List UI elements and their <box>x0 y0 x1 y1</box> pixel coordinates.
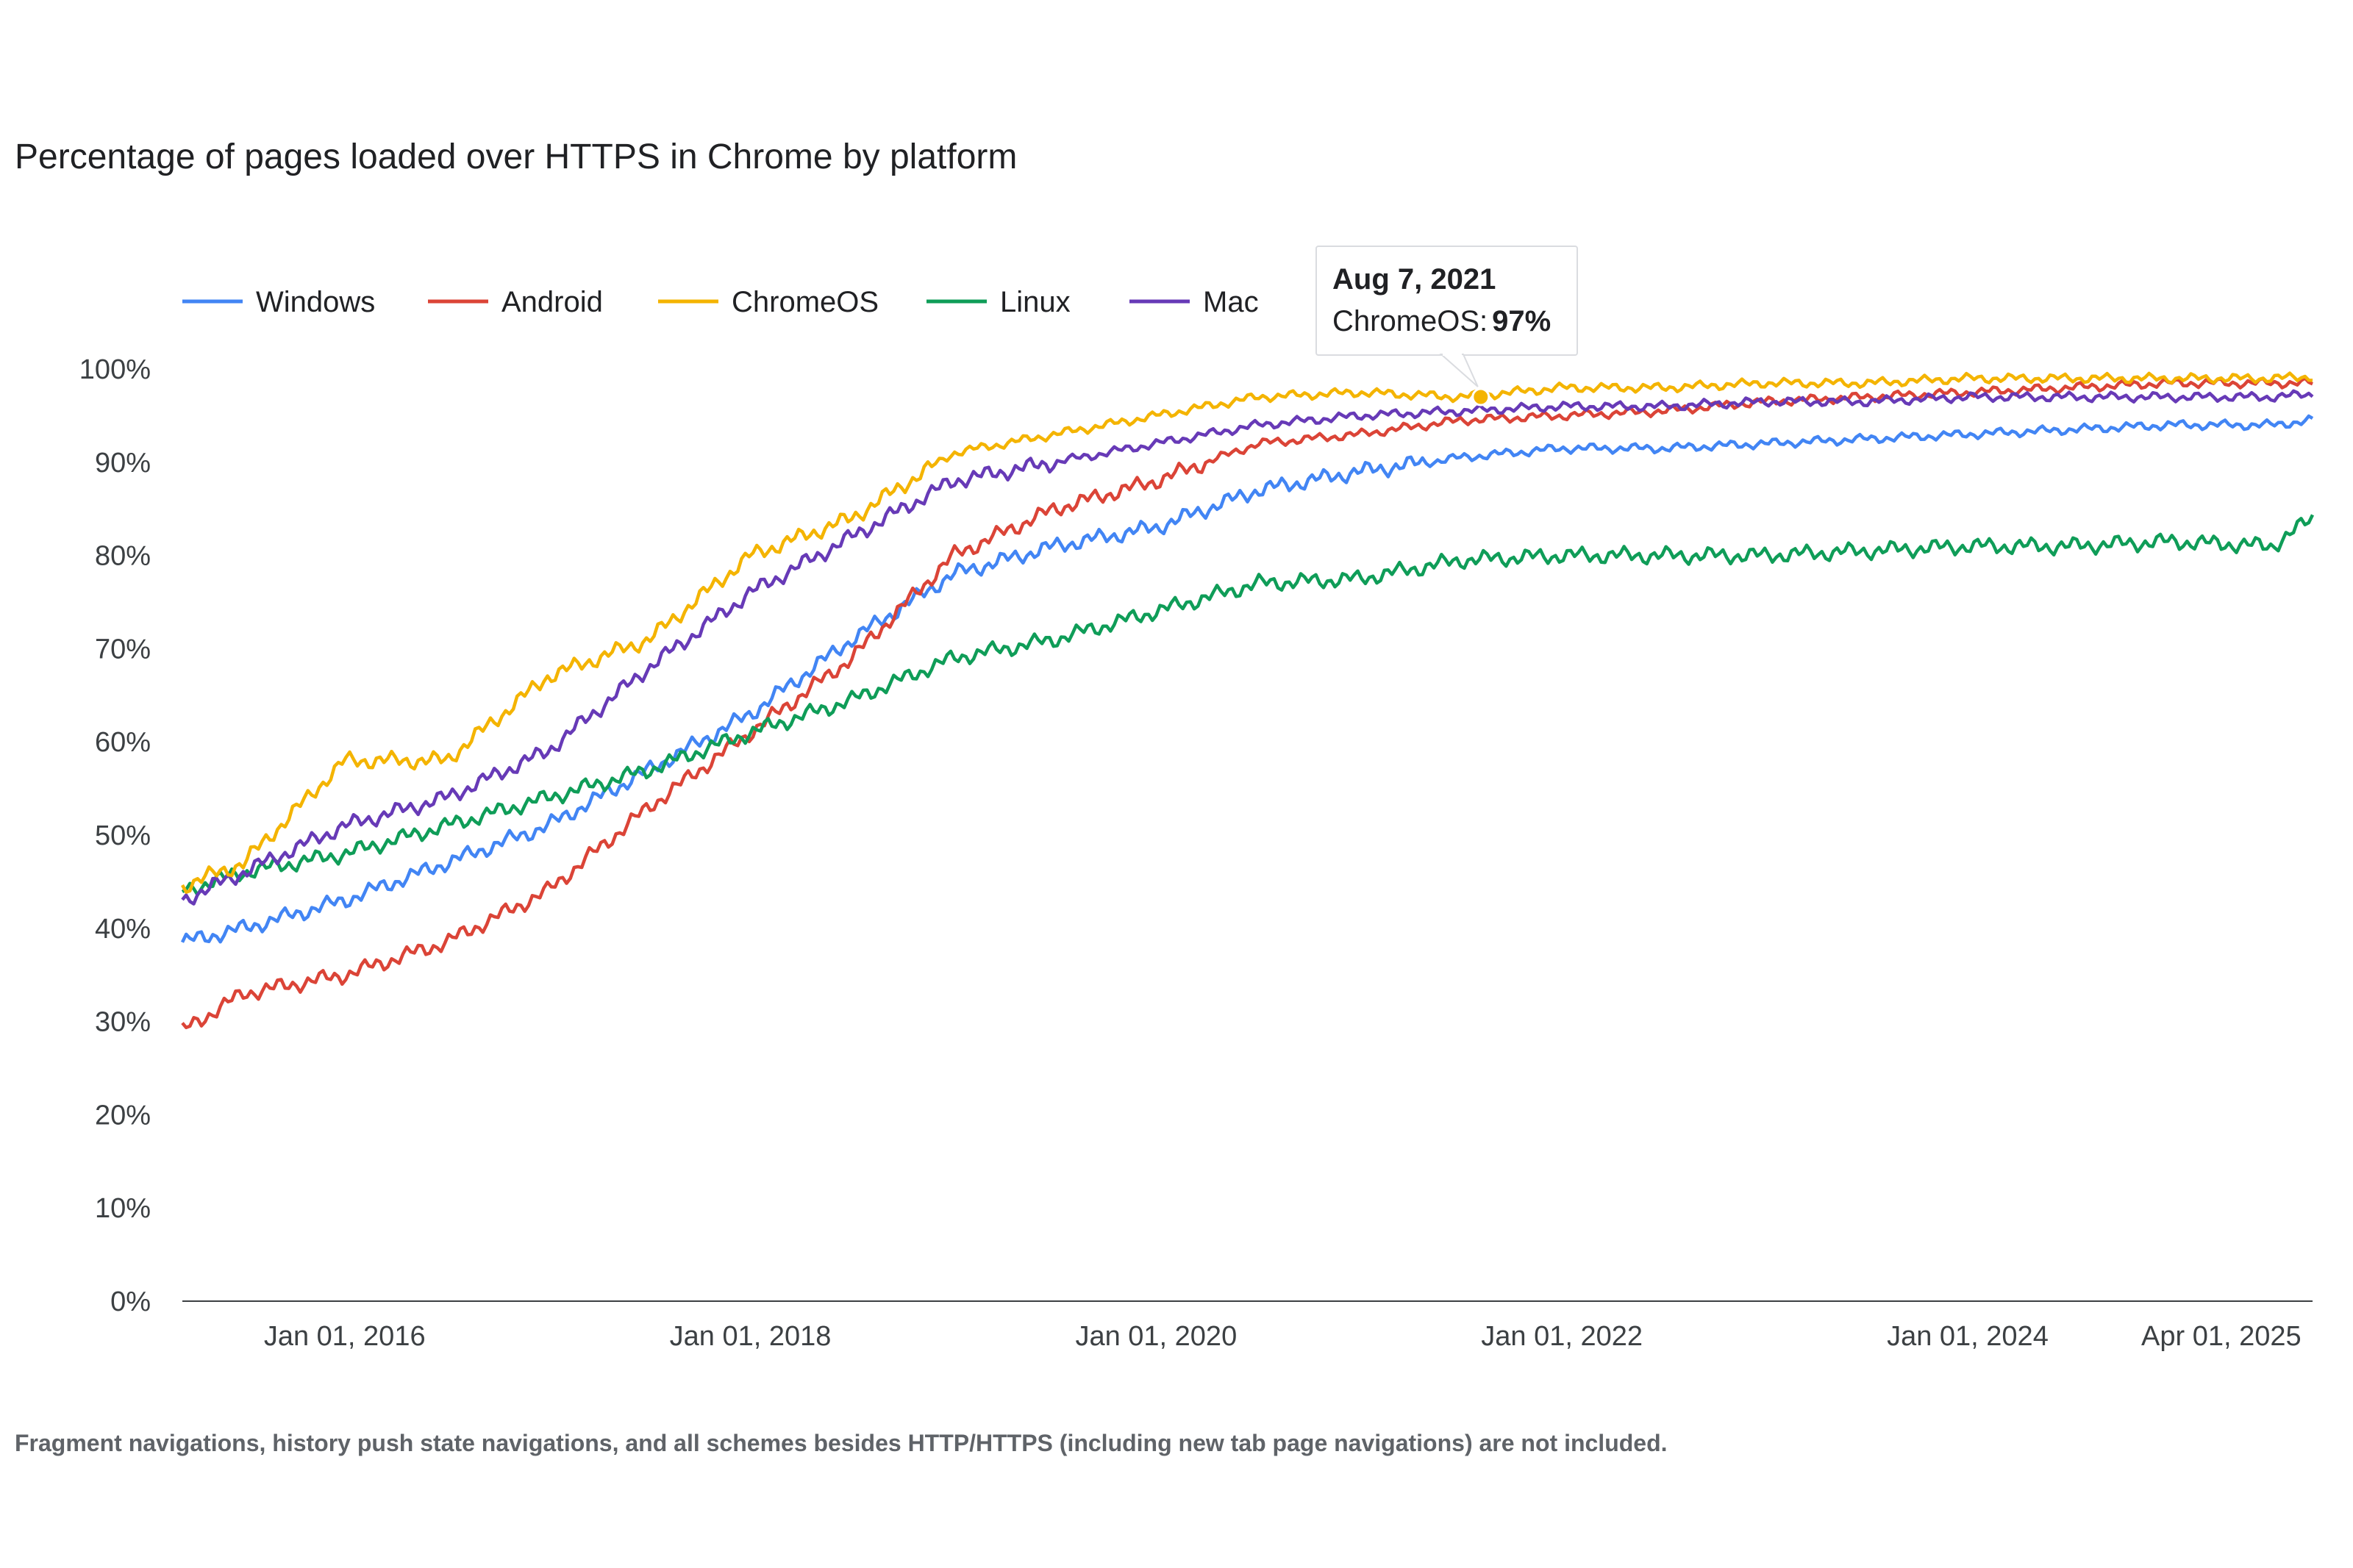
y-tick-label-80: 80% <box>95 541 151 572</box>
series-line-mac[interactable] <box>181 389 2314 906</box>
tooltip-point[interactable] <box>1471 387 1490 407</box>
series-line-linux[interactable] <box>181 514 2315 897</box>
legend-label-mac[interactable]: Mac <box>1203 286 1259 318</box>
x-tick-label-jan-01-2016: Jan 01, 2016 <box>264 1321 426 1352</box>
legend-label-android[interactable]: Android <box>501 286 603 318</box>
legend-label-chromeos[interactable]: ChromeOS <box>732 286 879 318</box>
x-tick-label-jan-01-2018: Jan 01, 2018 <box>670 1321 832 1352</box>
x-tick-label-jan-01-2024: Jan 01, 2024 <box>1887 1321 2049 1352</box>
tooltip-value: 97% <box>1492 305 1551 337</box>
y-tick-label-20: 20% <box>95 1100 151 1131</box>
y-tick-label-30: 30% <box>95 1007 151 1038</box>
chart-title: Percentage of pages loaded over HTTPS in… <box>15 137 1018 176</box>
y-tick-label-50: 50% <box>95 820 151 851</box>
y-tick-label-60: 60% <box>95 727 151 758</box>
y-axis: 0% 10% 20% 30% 40% 50% 60% 70% 80% 90% 100% <box>79 354 151 1317</box>
x-axis: Jan 01, 2016 Jan 01, 2018 Jan 01, 2020 Jan … <box>182 1300 2313 1352</box>
series-line-chromeos[interactable] <box>181 371 2313 894</box>
y-tick-label-0: 0% <box>110 1286 151 1317</box>
tooltip-series-value: ChromeOS: 97% <box>1332 305 1551 337</box>
tooltip-date: Aug 7, 2021 <box>1332 263 1496 296</box>
x-tick-label-jan-01-2022: Jan 01, 2022 <box>1481 1321 1643 1352</box>
footnote: Fragment navigations, history push state… <box>15 1430 1668 1456</box>
series-line-windows[interactable] <box>180 414 2314 944</box>
x-tick-label-apr-01-2025: Apr 01, 2025 <box>2141 1321 2302 1352</box>
y-tick-label-90: 90% <box>95 448 151 479</box>
y-tick-label-10: 10% <box>95 1193 151 1224</box>
legend: Windows Android ChromeOS Linux Mac <box>182 286 1259 318</box>
legend-label-linux[interactable]: Linux <box>1000 286 1071 318</box>
tooltip-pointer <box>1439 354 1479 387</box>
series-layer <box>180 371 2315 1030</box>
y-tick-label-70: 70% <box>95 634 151 665</box>
series-line-android[interactable] <box>181 376 2313 1030</box>
x-tick-label-jan-01-2020: Jan 01, 2020 <box>1075 1321 1237 1352</box>
y-tick-label-40: 40% <box>95 914 151 945</box>
tooltip: Aug 7, 2021 ChromeOS: 97% <box>1315 246 1578 407</box>
y-tick-label-100: 100% <box>79 354 151 385</box>
legend-label-windows[interactable]: Windows <box>256 286 375 318</box>
tooltip-series-label: ChromeOS: <box>1332 305 1488 337</box>
